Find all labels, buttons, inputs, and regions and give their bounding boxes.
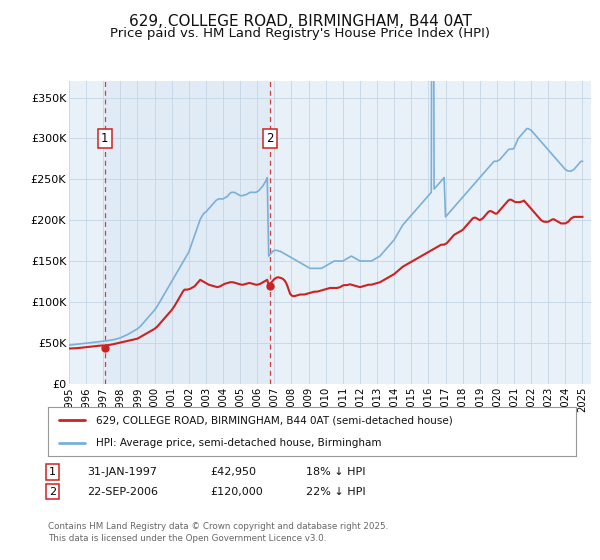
Text: HPI: Average price, semi-detached house, Birmingham: HPI: Average price, semi-detached house,… (95, 438, 381, 448)
Text: 629, COLLEGE ROAD, BIRMINGHAM, B44 0AT (semi-detached house): 629, COLLEGE ROAD, BIRMINGHAM, B44 0AT (… (95, 416, 452, 426)
Text: £120,000: £120,000 (210, 487, 263, 497)
Text: 1: 1 (101, 132, 109, 145)
Text: 1: 1 (49, 467, 56, 477)
Bar (104, 81, 270, 384)
Text: £42,950: £42,950 (210, 467, 256, 477)
Text: 31-JAN-1997: 31-JAN-1997 (87, 467, 157, 477)
Text: 22-SEP-2006: 22-SEP-2006 (87, 487, 158, 497)
Text: 2: 2 (266, 132, 274, 145)
Text: 629, COLLEGE ROAD, BIRMINGHAM, B44 0AT: 629, COLLEGE ROAD, BIRMINGHAM, B44 0AT (128, 14, 472, 29)
Text: 18% ↓ HPI: 18% ↓ HPI (306, 467, 365, 477)
Text: 22% ↓ HPI: 22% ↓ HPI (306, 487, 365, 497)
Text: Contains HM Land Registry data © Crown copyright and database right 2025.
This d: Contains HM Land Registry data © Crown c… (48, 522, 388, 543)
Text: Price paid vs. HM Land Registry's House Price Index (HPI): Price paid vs. HM Land Registry's House … (110, 27, 490, 40)
Text: 2: 2 (49, 487, 56, 497)
